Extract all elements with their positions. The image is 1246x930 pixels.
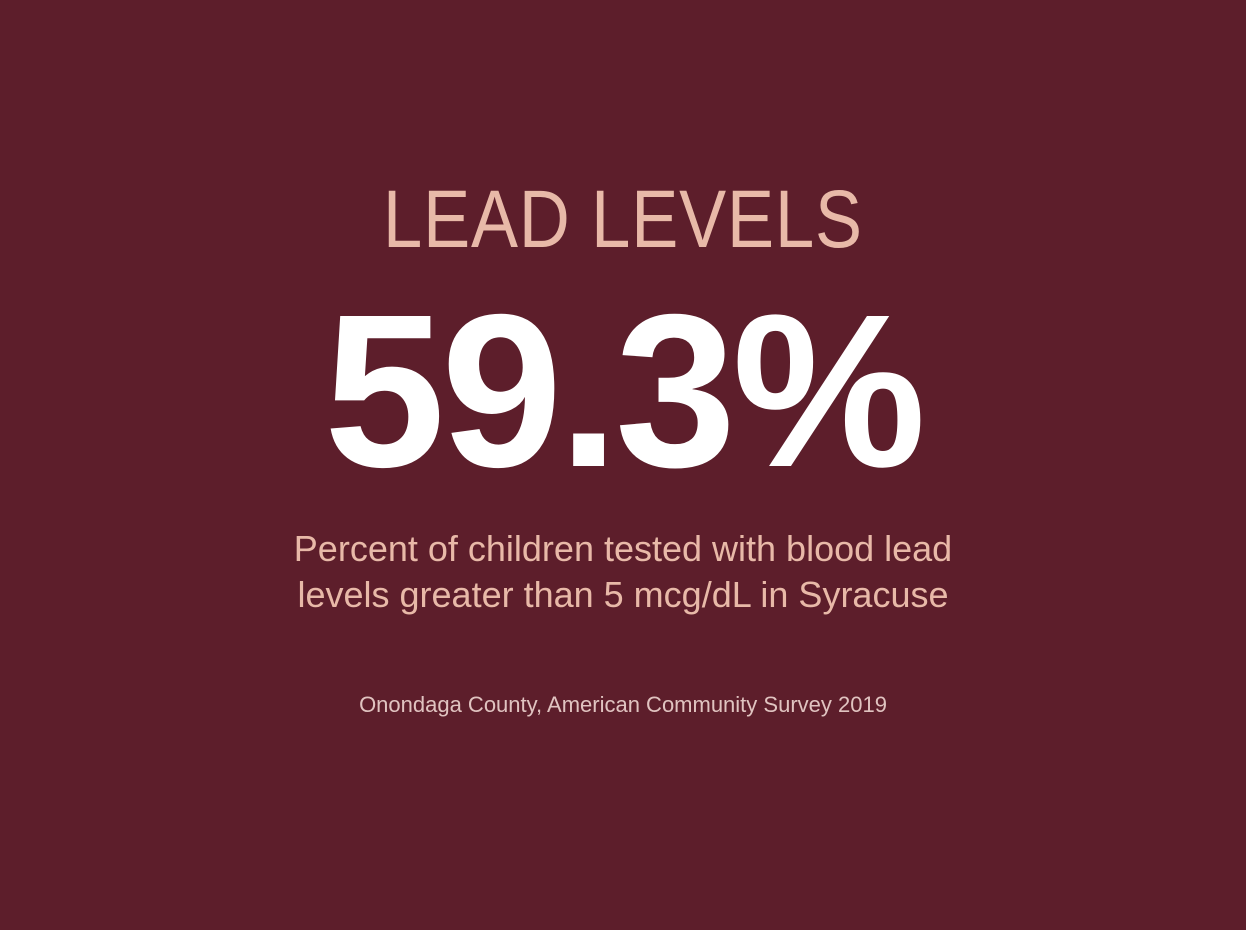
source-note: Onondaga County, American Community Surv… (359, 692, 887, 717)
card-title: LEAD LEVELS (383, 174, 863, 265)
stat-description: Percent of children tested with blood le… (293, 528, 953, 615)
stat-value: 59.3% (323, 270, 926, 513)
